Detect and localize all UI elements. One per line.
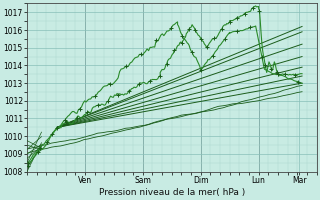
- X-axis label: Pression niveau de la mer( hPa ): Pression niveau de la mer( hPa ): [99, 188, 245, 197]
